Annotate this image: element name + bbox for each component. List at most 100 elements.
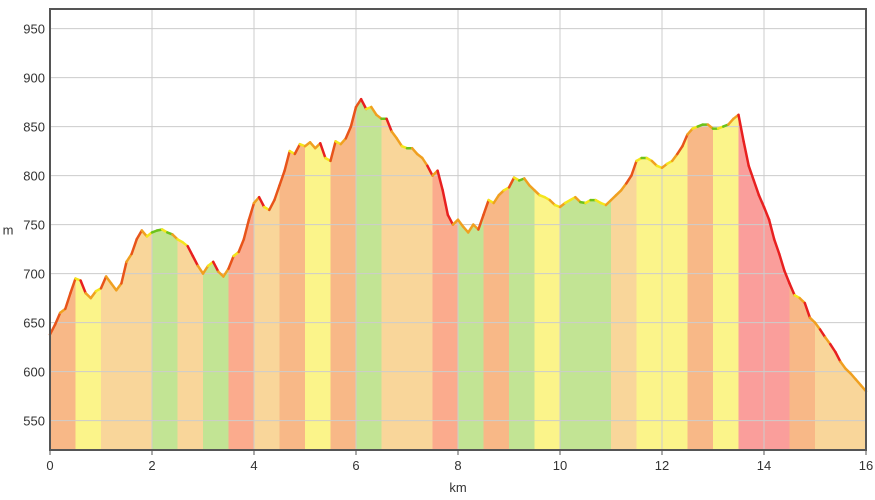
profile-segment-34 xyxy=(222,267,230,278)
profile-segment-143 xyxy=(778,252,786,272)
profile-segment-6 xyxy=(79,279,87,295)
profile-segment-16 xyxy=(130,238,138,256)
profile-segment-152 xyxy=(823,336,832,346)
profile-segment-141 xyxy=(767,218,776,241)
profile-segment-48 xyxy=(293,142,302,156)
y-tick-label-4: 750 xyxy=(23,218,45,233)
profile-segment-30 xyxy=(201,264,210,275)
gradient-band-10 xyxy=(330,107,356,450)
x-tick-label-2: 4 xyxy=(250,458,257,473)
profile-segment-67 xyxy=(390,130,399,140)
profile-segment-63 xyxy=(370,105,378,117)
profile-segment-158 xyxy=(854,378,863,387)
profile-segment-148 xyxy=(803,301,812,319)
profile-segment-15 xyxy=(125,252,133,264)
profile-segment-157 xyxy=(849,372,858,381)
profile-segment-35 xyxy=(227,254,235,270)
profile-segment-154 xyxy=(834,350,842,364)
profile-segment-38 xyxy=(242,218,251,241)
y-tick-label-5: 800 xyxy=(23,169,45,184)
profile-segment-51 xyxy=(308,141,317,150)
gradient-band-11 xyxy=(356,99,382,450)
x-tick-label-7: 14 xyxy=(757,458,771,473)
profile-segment-12 xyxy=(109,282,118,292)
profile-segment-17 xyxy=(135,229,144,241)
profile-segment-140 xyxy=(762,205,771,221)
gradient-band-1 xyxy=(75,278,101,450)
gradient-band-13 xyxy=(432,170,458,450)
profile-segment-11 xyxy=(104,275,113,285)
profile-segment-45 xyxy=(278,169,286,187)
profile-segment-142 xyxy=(772,238,781,256)
profile-segment-153 xyxy=(829,342,837,354)
profile-segment-124 xyxy=(681,133,689,148)
profile-segment-39 xyxy=(247,201,256,221)
profile-segment-60 xyxy=(354,97,363,109)
gradient-band-19 xyxy=(611,160,637,450)
profile-segment-84 xyxy=(477,213,485,231)
profile-segment-46 xyxy=(283,149,291,172)
profile-segment-3 xyxy=(64,291,72,311)
profile-segment-90 xyxy=(507,176,516,189)
profile-segment-138 xyxy=(752,179,761,197)
profile-segment-44 xyxy=(273,184,281,202)
x-tick-label-1: 2 xyxy=(148,458,155,473)
x-tick-label-8: 16 xyxy=(859,458,873,473)
gradient-band-16 xyxy=(509,177,535,450)
profile-segment-82 xyxy=(466,223,475,234)
profile-segment-125 xyxy=(686,127,694,136)
profile-segment-150 xyxy=(813,321,822,331)
x-tick-label-3: 6 xyxy=(352,458,359,473)
gradient-band-2 xyxy=(101,230,152,450)
profile-segment-68 xyxy=(395,137,404,148)
gradient-band-8 xyxy=(279,144,305,450)
profile-segment-73 xyxy=(421,156,429,168)
gradient-band-6 xyxy=(228,203,254,450)
gradient-band-7 xyxy=(254,185,280,450)
gradient-band-14 xyxy=(458,214,484,450)
x-tick-label-4: 8 xyxy=(454,458,461,473)
profile-segment-136 xyxy=(742,140,750,168)
profile-segment-139 xyxy=(757,193,766,209)
profile-segment-61 xyxy=(359,97,368,111)
profile-segment-29 xyxy=(196,264,205,275)
profile-segment-58 xyxy=(344,125,353,140)
gradient-band-25 xyxy=(815,322,841,450)
profile-segment-133 xyxy=(727,117,735,126)
profile-segment-41 xyxy=(257,195,266,209)
x-axis-ticks: 0 2 4 6 8 10 12 14 16 xyxy=(46,450,873,473)
profile-segment-80 xyxy=(456,218,465,228)
y-tick-label-8: 950 xyxy=(23,22,45,37)
profile-segment-144 xyxy=(783,269,791,285)
profile-segment-4 xyxy=(69,277,77,295)
profile-segment-114 xyxy=(630,159,638,177)
profile-segment-66 xyxy=(385,117,393,133)
gradient-band-18 xyxy=(560,197,611,450)
profile-segment-1 xyxy=(53,311,62,326)
gradient-band-9 xyxy=(305,142,331,451)
gradient-band-24 xyxy=(789,283,815,450)
profile-segment-13 xyxy=(115,282,123,292)
profile-segment-113 xyxy=(625,174,633,185)
gradient-band-22 xyxy=(713,114,739,451)
y-tick-label-1: 600 xyxy=(23,365,45,380)
gradient-band-4 xyxy=(177,239,203,450)
profile-segment-10 xyxy=(99,275,108,290)
grid-lines xyxy=(49,9,867,450)
gradient-band-12 xyxy=(381,118,433,451)
x-axis-label: km xyxy=(449,480,466,495)
profile-segment-77 xyxy=(441,189,450,217)
profile-segment-55 xyxy=(329,140,337,163)
profile-segment-78 xyxy=(446,213,455,226)
elevation-line xyxy=(48,97,868,393)
profile-segment-93 xyxy=(523,177,531,187)
y-tick-label-0: 550 xyxy=(23,414,45,429)
x-tick-label-0: 0 xyxy=(46,458,53,473)
profile-segment-123 xyxy=(676,144,684,156)
y-tick-label-2: 650 xyxy=(23,316,45,331)
profile-segment-71 xyxy=(410,146,419,156)
profile-segment-8 xyxy=(89,289,98,300)
y-tick-label-7: 900 xyxy=(23,71,45,86)
profile-segment-145 xyxy=(788,282,796,297)
